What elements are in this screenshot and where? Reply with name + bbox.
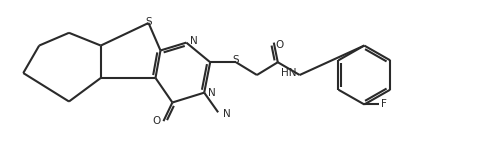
Text: S: S <box>232 55 239 65</box>
Text: HN: HN <box>281 68 296 78</box>
Text: N: N <box>223 109 230 119</box>
Text: O: O <box>152 116 160 126</box>
Text: O: O <box>275 40 284 50</box>
Text: N: N <box>190 36 198 46</box>
Text: S: S <box>145 17 152 27</box>
Text: N: N <box>208 88 216 98</box>
Text: F: F <box>380 99 386 110</box>
